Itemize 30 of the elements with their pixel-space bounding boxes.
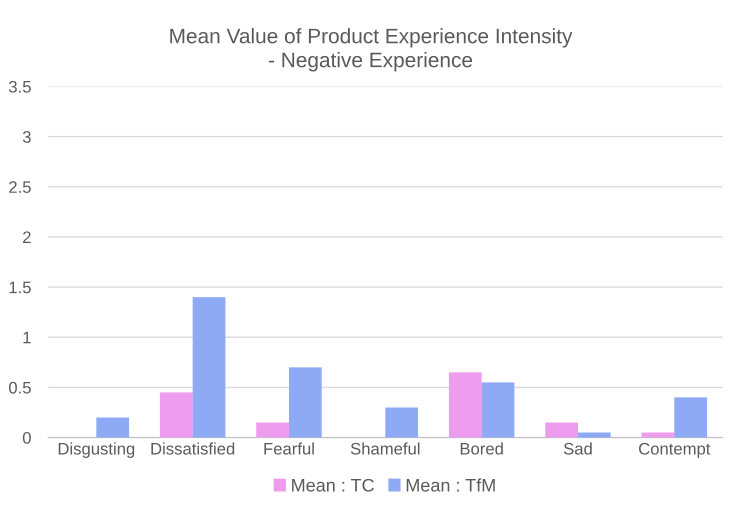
x-tick-label: Fearful (264, 442, 314, 455)
bar (192, 297, 226, 438)
y-tick-label: 3 (22, 131, 31, 143)
bar (482, 382, 514, 438)
legend-label: Mean : TC (292, 478, 374, 492)
x-tick-label: Bored (460, 442, 503, 455)
x-tick-label: Shameful (350, 442, 420, 455)
bar (160, 392, 193, 438)
bar (448, 372, 482, 438)
bar (642, 432, 674, 438)
y-tick-label: 1.5 (10, 282, 31, 294)
y-tick-label: 2.5 (9, 181, 31, 193)
bar (385, 407, 418, 438)
bar (578, 432, 611, 438)
y-tick-label: 0.5 (8, 382, 31, 394)
x-tick-label: Dissatisfied (151, 442, 234, 455)
legend-label: Mean : TfM (406, 478, 495, 492)
y-tick-label: 0 (22, 432, 31, 444)
y-tick-label: 3.5 (8, 80, 31, 93)
y-tick-label: 2 (23, 231, 31, 243)
x-tick-label: Contempt (639, 442, 710, 458)
x-tick-label: Sad (564, 442, 592, 455)
x-tick-label: Disgusting (58, 442, 134, 458)
bar (545, 422, 578, 438)
bar (96, 417, 130, 438)
bar (674, 397, 708, 438)
bar (288, 367, 322, 438)
y-tick-label: 1 (24, 332, 31, 344)
bar (256, 422, 289, 438)
chart-title: Mean Value of Product Experience Intensity - Negative Experience (170, 28, 572, 72)
